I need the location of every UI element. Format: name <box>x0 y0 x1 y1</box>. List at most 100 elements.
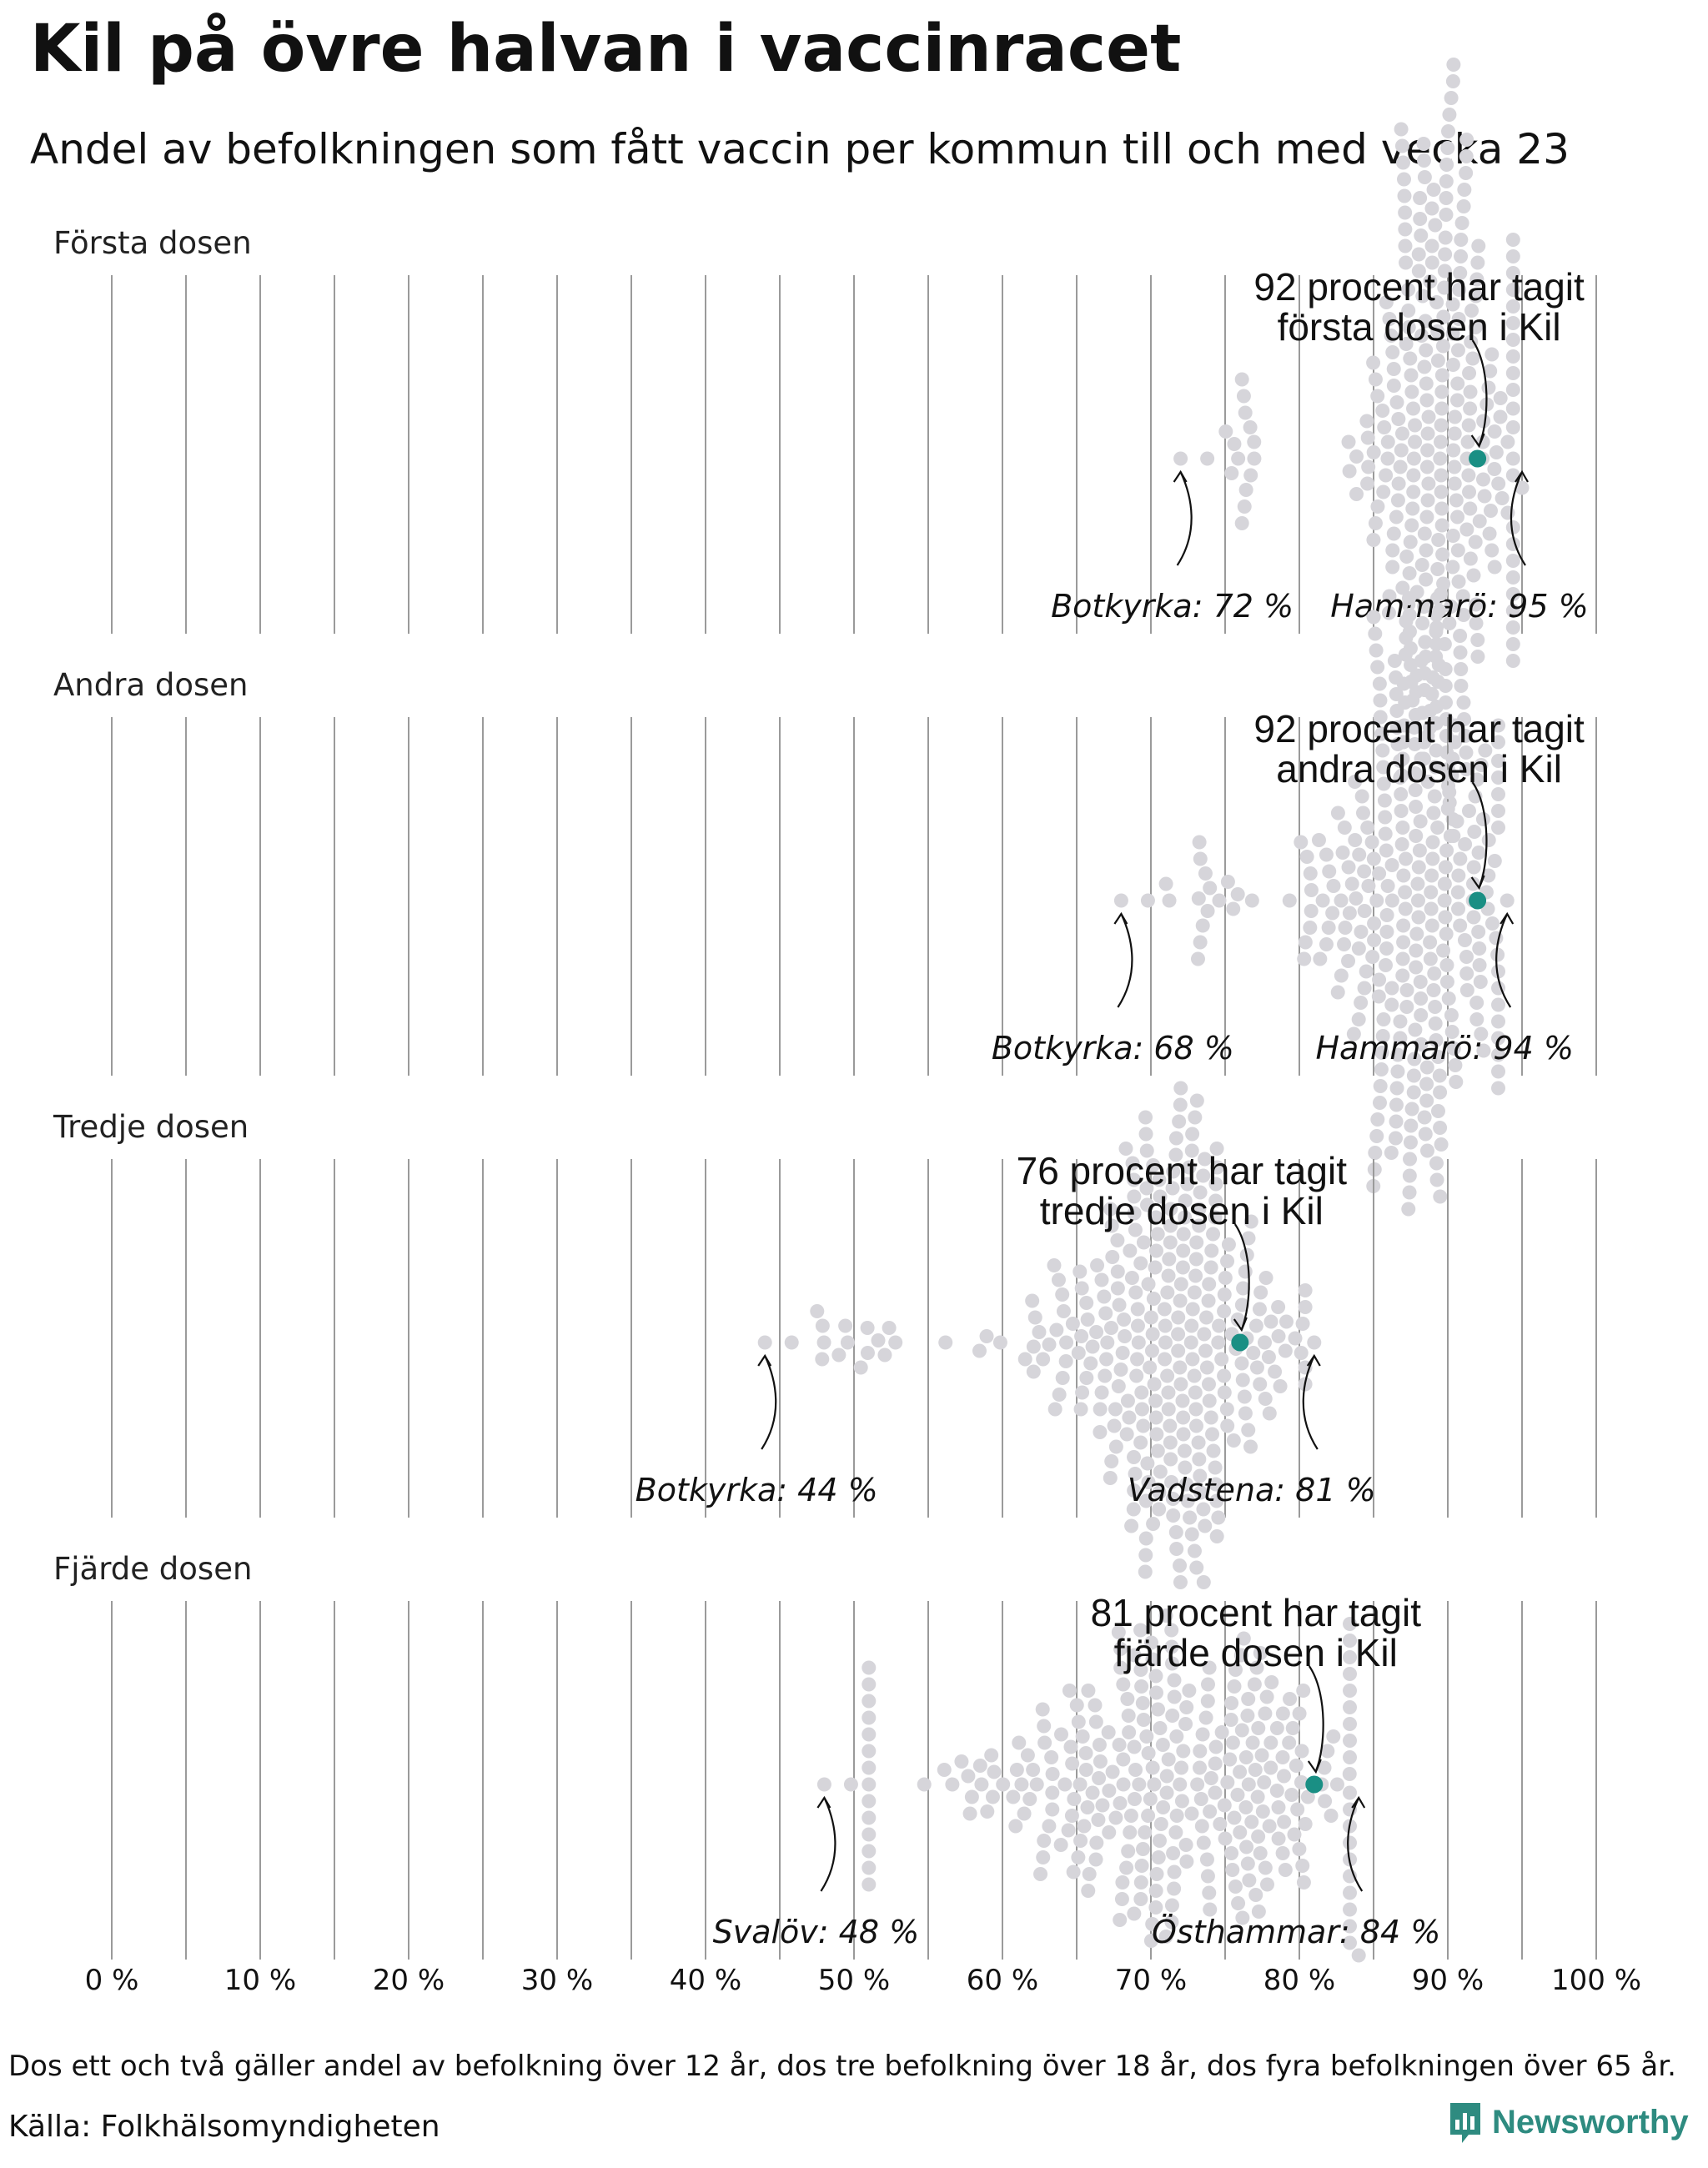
municipality-dot[interactable] <box>1505 587 1520 601</box>
municipality-dot[interactable] <box>1248 1763 1263 1777</box>
municipality-dot[interactable] <box>1075 1385 1090 1400</box>
municipality-dot[interactable] <box>1419 1143 1434 1158</box>
municipality-dot[interactable] <box>1420 775 1435 789</box>
municipality-dot[interactable] <box>1083 1356 1098 1371</box>
municipality-dot[interactable] <box>1408 783 1423 797</box>
municipality-dot[interactable] <box>1166 1508 1181 1523</box>
municipality-dot[interactable] <box>1152 1172 1167 1187</box>
municipality-dot[interactable] <box>860 1346 875 1360</box>
municipality-dot[interactable] <box>1098 1368 1113 1383</box>
municipality-dot[interactable] <box>1463 551 1478 566</box>
municipality-dot[interactable] <box>1429 295 1444 309</box>
municipality-dot[interactable] <box>1394 837 1409 851</box>
municipality-dot[interactable] <box>1483 364 1498 379</box>
municipality-dot[interactable] <box>1061 1823 1076 1838</box>
municipality-dot[interactable] <box>1429 1172 1444 1187</box>
municipality-dot[interactable] <box>1380 451 1395 466</box>
municipality-dot[interactable] <box>1389 395 1404 409</box>
municipality-dot[interactable] <box>1009 1763 1024 1777</box>
municipality-dot[interactable] <box>1147 1377 1162 1392</box>
municipality-dot[interactable] <box>1375 404 1390 418</box>
municipality-dot[interactable] <box>1150 1227 1165 1242</box>
municipality-dot[interactable] <box>1253 1377 1268 1392</box>
municipality-dot[interactable] <box>1368 1146 1383 1160</box>
municipality-dot[interactable] <box>1505 316 1520 330</box>
municipality-dot[interactable] <box>1122 1725 1137 1739</box>
municipality-dot[interactable] <box>1484 347 1500 362</box>
municipality-dot[interactable] <box>1469 272 1484 287</box>
municipality-dot[interactable] <box>1454 216 1469 230</box>
municipality-dot[interactable] <box>1445 297 1460 312</box>
municipality-dot[interactable] <box>1163 1435 1178 1450</box>
municipality-dot[interactable] <box>1153 1721 1168 1735</box>
municipality-dot[interactable] <box>1430 821 1445 835</box>
municipality-dot[interactable] <box>1178 1838 1193 1852</box>
municipality-dot[interactable] <box>1469 996 1484 1010</box>
municipality-dot[interactable] <box>1017 1806 1032 1821</box>
municipality-dot[interactable] <box>1382 589 1397 604</box>
municipality-dot[interactable] <box>1117 1312 1132 1327</box>
municipality-dot[interactable] <box>1444 1008 1459 1022</box>
municipality-dot[interactable] <box>1173 451 1188 466</box>
municipality-dot[interactable] <box>1044 1750 1059 1764</box>
municipality-dot[interactable] <box>1505 520 1520 534</box>
municipality-dot[interactable] <box>1235 1373 1250 1388</box>
municipality-dot[interactable] <box>1389 1097 1404 1112</box>
municipality-dot[interactable] <box>1128 1467 1143 1481</box>
municipality-dot[interactable] <box>862 1794 877 1809</box>
municipality-dot[interactable] <box>1444 600 1459 614</box>
municipality-dot[interactable] <box>1192 1202 1207 1217</box>
municipality-dot[interactable] <box>1161 1752 1176 1767</box>
municipality-dot[interactable] <box>1045 1767 1060 1781</box>
municipality-dot[interactable] <box>1228 1663 1243 1677</box>
municipality-dot[interactable] <box>1092 1771 1107 1785</box>
municipality-dot[interactable] <box>1343 1700 1358 1714</box>
municipality-dot[interactable] <box>1389 509 1404 524</box>
municipality-dot[interactable] <box>1238 483 1253 497</box>
municipality-dot[interactable] <box>1468 320 1483 334</box>
municipality-dot[interactable] <box>1236 1281 1251 1296</box>
municipality-dot[interactable] <box>831 1347 846 1363</box>
municipality-dot[interactable] <box>1478 743 1493 758</box>
municipality-dot[interactable] <box>1184 1806 1199 1821</box>
municipality-dot[interactable] <box>1391 412 1406 426</box>
municipality-dot[interactable] <box>1248 1888 1263 1902</box>
municipality-dot[interactable] <box>1367 1162 1382 1177</box>
municipality-dot[interactable] <box>1343 1667 1358 1681</box>
municipality-dot[interactable] <box>1133 1892 1148 1906</box>
municipality-dot[interactable] <box>1357 864 1372 879</box>
municipality-dot[interactable] <box>1208 1756 1223 1771</box>
municipality-dot[interactable] <box>1188 1252 1203 1267</box>
municipality-dot[interactable] <box>1127 1189 1142 1204</box>
municipality-dot[interactable] <box>1141 1277 1156 1292</box>
municipality-dot[interactable] <box>1447 426 1462 441</box>
municipality-dot[interactable] <box>1409 943 1424 958</box>
municipality-dot[interactable] <box>1160 1368 1175 1383</box>
municipality-dot[interactable] <box>1378 810 1393 825</box>
municipality-dot[interactable] <box>1500 434 1515 449</box>
municipality-dot[interactable] <box>1366 851 1381 866</box>
municipality-dot[interactable] <box>1420 493 1435 508</box>
municipality-dot[interactable] <box>1423 951 1438 966</box>
municipality-dot[interactable] <box>1196 1835 1211 1850</box>
municipality-dot[interactable] <box>1434 368 1449 383</box>
municipality-dot[interactable] <box>1491 1031 1506 1046</box>
municipality-dot[interactable] <box>1419 393 1434 408</box>
municipality-dot[interactable] <box>1294 1744 1309 1759</box>
municipality-dot[interactable] <box>1099 1352 1114 1367</box>
municipality-dot[interactable] <box>1197 1327 1212 1342</box>
municipality-dot[interactable] <box>1320 1744 1335 1759</box>
municipality-dot[interactable] <box>1444 91 1459 105</box>
municipality-dot[interactable] <box>1277 1814 1292 1829</box>
municipality-dot[interactable] <box>1176 1243 1191 1258</box>
municipality-dot[interactable] <box>1271 1300 1286 1314</box>
municipality-dot[interactable] <box>1230 887 1245 901</box>
municipality-dot[interactable] <box>1453 629 1468 643</box>
municipality-dot[interactable] <box>1198 1343 1213 1358</box>
municipality-dot[interactable] <box>1047 1258 1062 1272</box>
municipality-dot[interactable] <box>1164 1475 1179 1489</box>
municipality-dot[interactable] <box>1042 1337 1057 1352</box>
municipality-dot[interactable] <box>1194 1819 1209 1834</box>
municipality-dot[interactable] <box>1230 1312 1245 1327</box>
municipality-dot[interactable] <box>961 1769 976 1784</box>
